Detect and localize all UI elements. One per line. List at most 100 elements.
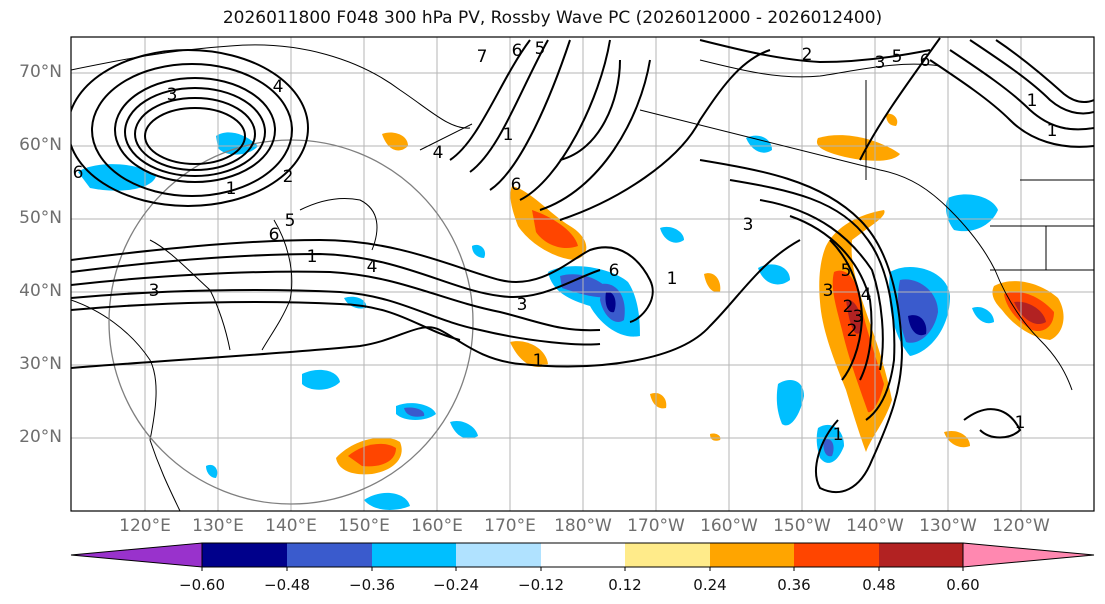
negative-anomaly	[660, 226, 684, 243]
contour-label: 6	[609, 261, 620, 281]
contour-label: 4	[273, 77, 284, 97]
colorbar-segment	[372, 543, 456, 567]
negative-anomaly	[898, 279, 938, 343]
lat-label: 50°N	[19, 208, 62, 228]
colorbar-segment	[202, 543, 287, 567]
lat-label: 70°N	[19, 62, 62, 82]
contour-label: 5	[892, 47, 903, 67]
colorbar-extend-high	[962, 542, 1095, 568]
colorbar-segment	[879, 543, 963, 567]
colorbar-extend-low	[70, 542, 203, 568]
pv-contours	[71, 37, 1094, 493]
contour-label: 7	[477, 47, 488, 67]
contour-labels: 3 4 1 2 6 5 7 6 5 2 3 5 6 3 1 6 1 3 6 3 …	[73, 39, 1058, 445]
map-frame	[70, 36, 1095, 512]
contour-label: 3	[875, 53, 886, 73]
lon-label: 130°W	[919, 516, 977, 536]
positive-anomaly	[650, 392, 667, 409]
negative-anomaly	[364, 492, 410, 510]
colorbar-segment	[287, 543, 372, 567]
negative-anomaly	[216, 132, 258, 155]
pv-anomaly-shading	[78, 113, 1064, 510]
contour-label: 6	[512, 41, 523, 61]
lon-label: 140°E	[265, 516, 317, 536]
contour-label: 5	[535, 39, 546, 59]
positive-anomaly	[532, 210, 578, 249]
contour-label: 6	[511, 175, 522, 195]
contour-label: 1	[226, 179, 237, 199]
contour-label: 1	[533, 351, 544, 371]
negative-anomaly	[302, 369, 340, 390]
contour-label: 5	[285, 211, 296, 231]
negative-anomaly	[404, 407, 425, 417]
lat-label: 60°N	[19, 135, 62, 155]
contour-label: 3	[853, 307, 864, 327]
colorbar-segment	[625, 543, 710, 567]
lon-label: 150°E	[338, 516, 390, 536]
contour-label: 1	[503, 125, 514, 145]
contour-label: 5	[841, 261, 852, 281]
contour-label: 1	[307, 247, 318, 267]
contour-label: 4	[433, 143, 444, 163]
colorbar-tick-label: −0.36	[349, 576, 395, 594]
lon-label: 150°W	[773, 516, 831, 536]
lon-label: 170°W	[627, 516, 685, 536]
negative-anomaly	[908, 315, 927, 336]
colorbar-tick-label: −0.12	[518, 576, 564, 594]
contour-label: 1	[1047, 121, 1058, 141]
negative-anomaly	[758, 264, 790, 285]
positive-anomaly	[1014, 301, 1046, 324]
colorbar	[70, 542, 1095, 571]
contour-label: 3	[517, 295, 528, 315]
colorbar-tick-label: 0.36	[777, 576, 811, 594]
contour-label: 1	[833, 425, 844, 445]
lon-label: 130°E	[192, 516, 244, 536]
negative-anomaly	[605, 291, 616, 313]
contour-label: 3	[149, 281, 160, 301]
lon-label: 140°W	[846, 516, 904, 536]
lon-label: 180°W	[554, 516, 612, 536]
lon-label: 120°E	[119, 516, 171, 536]
contour-label: 2	[802, 45, 813, 65]
lon-label: 120°W	[992, 516, 1050, 536]
lon-label: 160°E	[411, 516, 463, 536]
contour-label: 6	[269, 225, 280, 245]
graticule	[71, 37, 1094, 511]
positive-anomaly	[816, 135, 900, 161]
colorbar-tick-label: 0.24	[693, 576, 727, 594]
positive-anomaly	[944, 430, 970, 448]
colorbar-tick-label: −0.60	[179, 576, 225, 594]
positive-anomaly	[348, 443, 396, 467]
colorbar-segment	[710, 543, 794, 567]
positive-anomaly	[510, 341, 548, 368]
negative-anomaly	[206, 464, 218, 478]
positive-anomaly	[846, 299, 862, 334]
lon-label: 160°W	[700, 516, 758, 536]
contour-label: 3	[167, 85, 178, 105]
contour-label: 6	[73, 163, 84, 183]
negative-anomaly	[972, 306, 994, 324]
negative-anomaly	[746, 135, 772, 153]
contour-label: 6	[920, 51, 931, 71]
contour-label: 2	[847, 321, 858, 341]
negative-anomaly	[450, 420, 478, 439]
colorbar-outline	[201, 542, 964, 568]
colorbar-tick-label: −0.24	[433, 576, 479, 594]
colorbar-segment	[541, 543, 625, 567]
negative-anomaly	[946, 194, 998, 232]
positive-anomaly	[704, 273, 721, 293]
positive-anomaly	[710, 433, 721, 441]
contour-label: 4	[861, 285, 872, 305]
contour-label: 1	[1027, 91, 1038, 111]
negative-anomaly	[823, 439, 834, 457]
lat-label: 40°N	[19, 281, 62, 301]
colorbar-tick-label: 0.48	[862, 576, 896, 594]
map-title: 2026011800 F048 300 hPa PV, Rossby Wave …	[222, 8, 883, 28]
contour-label: 1	[667, 269, 678, 289]
colorbar-tick-label: 0.12	[608, 576, 642, 594]
colorbar-tick-label: 0.60	[946, 576, 980, 594]
lat-label: 30°N	[19, 354, 62, 374]
lat-label: 20°N	[19, 427, 62, 447]
contour-label: 4	[367, 257, 378, 277]
